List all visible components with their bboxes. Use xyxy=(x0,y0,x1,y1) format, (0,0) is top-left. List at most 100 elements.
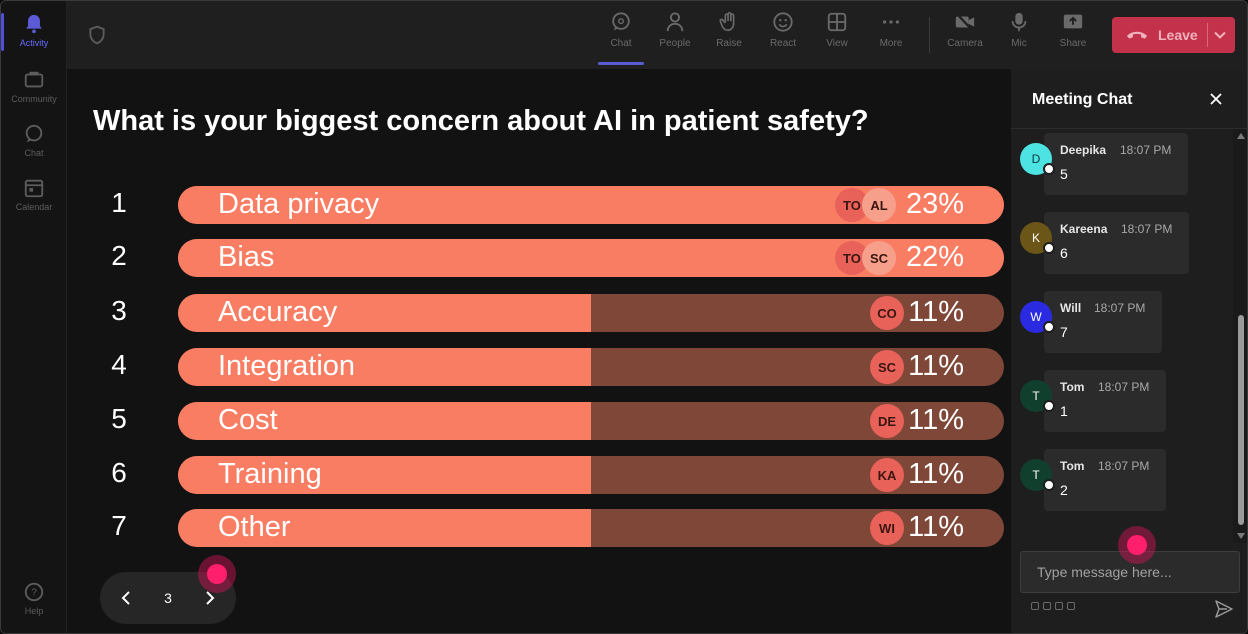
voter-avatar: DE xyxy=(870,404,904,438)
camera-button[interactable]: Camera xyxy=(941,11,989,61)
avatar[interactable]: W xyxy=(1020,301,1052,333)
emoji-icon[interactable] xyxy=(1055,602,1063,610)
presence-status-icon xyxy=(1043,400,1055,412)
option-number: 3 xyxy=(111,295,127,326)
message-bubble: Tom 18:07 PM 1 xyxy=(1044,370,1166,432)
chat-message-input[interactable] xyxy=(1020,551,1240,593)
scroll-down-arrow-icon[interactable] xyxy=(1237,533,1245,539)
click-indicator xyxy=(1118,526,1156,564)
attach-icon[interactable] xyxy=(1043,602,1051,610)
option-percent: 11% xyxy=(908,296,964,328)
mic-button[interactable]: Mic xyxy=(995,11,1043,61)
chevron-right-icon[interactable] xyxy=(200,588,220,608)
result-bar: Other WI 11% xyxy=(178,509,1004,547)
bell-icon xyxy=(26,14,42,34)
react-button[interactable]: React xyxy=(759,11,807,61)
scrollbar-thumb[interactable] xyxy=(1238,315,1244,525)
meeting-chat-panel: Meeting Chat Deepika 18:07 PM 5 D Kareena 18:… xyxy=(1011,69,1247,633)
option-number: 1 xyxy=(111,187,127,218)
more-button[interactable]: More xyxy=(867,11,915,61)
rail-item-activity[interactable]: Activity xyxy=(1,7,63,57)
people-button[interactable]: People xyxy=(651,11,699,61)
view-button[interactable]: View xyxy=(813,11,861,61)
message-time: 18:07 PM xyxy=(1121,222,1173,236)
option-label: Bias xyxy=(218,241,275,273)
rail-item-calendar[interactable]: Calendar xyxy=(5,171,63,221)
option-label: Other xyxy=(218,511,291,543)
person-icon xyxy=(666,12,684,32)
help-icon: ? xyxy=(24,582,44,602)
svg-text:?: ? xyxy=(31,588,37,599)
formatting-tools xyxy=(1031,602,1075,610)
message-bubble: Will 18:07 PM 7 xyxy=(1044,291,1162,353)
hand-icon xyxy=(719,12,735,32)
message-text: 6 xyxy=(1060,245,1068,261)
result-bar-fill xyxy=(178,402,591,440)
share-button[interactable]: Share xyxy=(1049,11,1097,61)
shield-icon[interactable] xyxy=(87,25,107,45)
voter-avatar: SC xyxy=(870,350,904,384)
option-percent: 11% xyxy=(908,404,964,436)
leave-button[interactable]: Leave xyxy=(1112,17,1235,53)
microphone-icon xyxy=(1011,12,1027,32)
chat-message: Kareena 18:07 PM 6 K xyxy=(1011,208,1233,274)
click-indicator xyxy=(198,555,236,593)
chat-message-list[interactable]: Deepika 18:07 PM 5 D Kareena 18:07 PM 6 K Will 18… xyxy=(1011,129,1233,543)
result-bar: Cost DE 11% xyxy=(178,402,1004,440)
chat-title: Meeting Chat xyxy=(1032,91,1133,108)
message-time: 18:07 PM xyxy=(1120,143,1172,157)
chat-icon xyxy=(612,12,630,31)
option-number: 5 xyxy=(111,403,127,434)
voter-avatar: WI xyxy=(870,511,904,545)
message-bubble: Deepika 18:07 PM 5 xyxy=(1044,133,1188,195)
poll-option-row: 4 Integration SC 11% xyxy=(67,348,1011,386)
message-time: 18:07 PM xyxy=(1098,459,1150,473)
gif-icon[interactable] xyxy=(1067,602,1075,610)
result-bar-fill xyxy=(178,294,591,332)
result-bar-fill xyxy=(178,456,591,494)
poll-results-panel: What is your biggest concern about AI in… xyxy=(67,69,1011,633)
format-icon[interactable] xyxy=(1031,602,1039,610)
more-dots-icon xyxy=(882,20,900,24)
option-number: 6 xyxy=(111,457,127,488)
chat-icon xyxy=(25,124,43,143)
send-icon[interactable] xyxy=(1214,599,1234,619)
poll-option-row: 2 Bias TO SC 22% xyxy=(67,239,1011,277)
message-bubble: Kareena 18:07 PM 6 xyxy=(1044,212,1189,274)
chat-button[interactable]: Chat xyxy=(597,11,645,65)
message-text: 1 xyxy=(1060,403,1068,419)
presence-status-icon xyxy=(1043,242,1055,254)
option-label: Accuracy xyxy=(218,296,338,328)
result-bar-fill xyxy=(178,348,591,386)
rail-item-label: Activity xyxy=(19,38,49,48)
close-icon[interactable] xyxy=(1208,91,1224,107)
poll-option-row: 3 Accuracy CO 11% xyxy=(67,294,1011,332)
rail-item-chat[interactable]: Chat xyxy=(5,117,63,167)
rail-item-community[interactable]: Community xyxy=(5,63,63,113)
chat-message: Deepika 18:07 PM 5 D xyxy=(1011,129,1233,195)
option-percent: 11% xyxy=(908,350,964,382)
poll-question: What is your biggest concern about AI in… xyxy=(93,105,869,137)
poll-option-row: 6 Training KA 11% xyxy=(67,456,1011,494)
chat-message: Tom 18:07 PM 2 T xyxy=(1011,445,1233,511)
option-percent: 22% xyxy=(905,241,964,273)
option-number: 4 xyxy=(111,349,127,380)
chevron-down-icon[interactable] xyxy=(1213,28,1227,42)
community-icon xyxy=(24,71,44,88)
presence-status-icon xyxy=(1043,321,1055,333)
rail-item-label: Community xyxy=(11,94,57,104)
rail-item-help[interactable]: ? Help xyxy=(5,575,63,625)
rail-item-label: Chat xyxy=(24,148,44,158)
calendar-icon xyxy=(24,179,44,198)
option-label: Data privacy xyxy=(218,188,380,220)
left-rail: Activity Community Chat Calendar ? Help xyxy=(1,1,67,633)
message-text: 2 xyxy=(1060,482,1068,498)
raise-hand-button[interactable]: Raise xyxy=(705,11,753,61)
leave-divider xyxy=(1207,23,1208,47)
chat-scrollbar[interactable] xyxy=(1233,129,1247,543)
scroll-up-arrow-icon[interactable] xyxy=(1237,133,1245,139)
result-bar: Bias TO SC 22% xyxy=(178,239,1004,277)
camera-off-icon xyxy=(955,12,975,32)
chevron-left-icon[interactable] xyxy=(116,588,136,608)
voter-avatar: KA xyxy=(870,458,904,492)
